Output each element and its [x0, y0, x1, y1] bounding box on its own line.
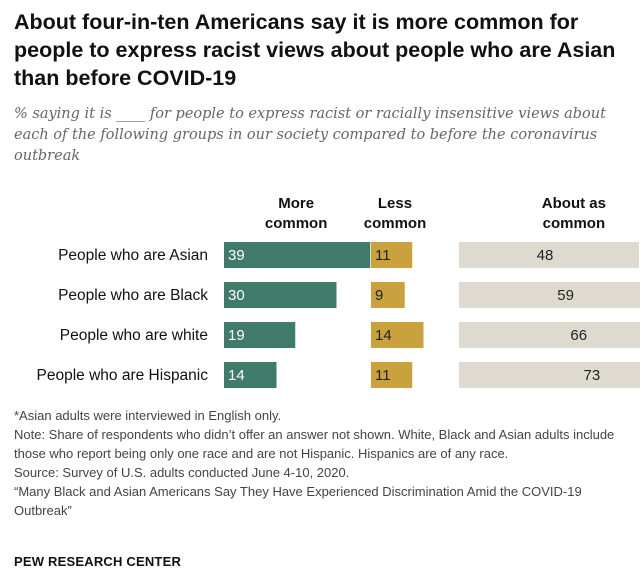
value-label-more-4: 14	[228, 367, 245, 384]
value-label-more-1: 39	[228, 247, 245, 264]
bar-more-4	[224, 362, 277, 388]
asterisk-note: *Asian adults were interviewed in Englis…	[14, 408, 282, 423]
value-label-same-2: 59	[557, 287, 574, 304]
value-label-same-1: 48	[537, 247, 554, 264]
series-header-3-line-1: About as	[542, 195, 606, 212]
chart-notes: *Asian adults were interviewed in Englis…	[14, 406, 628, 520]
bar-less-4	[371, 362, 413, 388]
value-label-same-3: 66	[570, 327, 587, 344]
bar-more-3	[224, 322, 296, 348]
category-label-4: People who are Hispanic	[37, 367, 209, 384]
report-title-note: “Many Black and Asian Americans Say They…	[14, 484, 582, 518]
bar-less-3	[371, 322, 424, 348]
bar-same-2	[459, 282, 640, 308]
value-label-less-1: 11	[375, 247, 391, 264]
category-label-3: People who are white	[60, 327, 208, 344]
series-header-2-line-1: Less	[378, 195, 412, 212]
bar-same-3	[459, 322, 640, 348]
bar-more-1	[224, 242, 371, 268]
value-label-more-3: 19	[228, 327, 245, 344]
bar-same-1	[459, 242, 639, 268]
value-label-less-2: 9	[375, 287, 383, 304]
value-label-less-3: 14	[375, 327, 392, 344]
value-label-more-2: 30	[228, 287, 245, 304]
category-label-1: People who are Asian	[58, 247, 208, 264]
grouped-bar-chart: More common Less common About as common People…	[37, 195, 640, 388]
category-label-2: People who are Black	[58, 287, 208, 304]
bar-same-4	[459, 362, 640, 388]
bar-less-2	[371, 282, 405, 308]
value-label-same-4: 73	[584, 367, 601, 384]
bar-less-1	[371, 242, 413, 268]
value-label-less-4: 11	[375, 367, 391, 384]
series-header-3-line-2: common	[543, 215, 606, 232]
series-header-2-line-2: common	[364, 215, 427, 232]
series-header-1-line-2: common	[265, 215, 328, 232]
bar-more-2	[224, 282, 337, 308]
series-header-1-line-1: More	[278, 195, 314, 212]
pew-research-center-logo: PEW RESEARCH CENTER	[14, 554, 182, 569]
source-note: Source: Survey of U.S. adults conducted …	[14, 465, 350, 480]
methodology-note: Note: Share of respondents who didn’t of…	[14, 427, 615, 461]
chart-title: About four-in-ten Americans say it is mo…	[14, 10, 616, 90]
chart-subtitle: % saying it is ____ for people to expres…	[14, 106, 606, 164]
